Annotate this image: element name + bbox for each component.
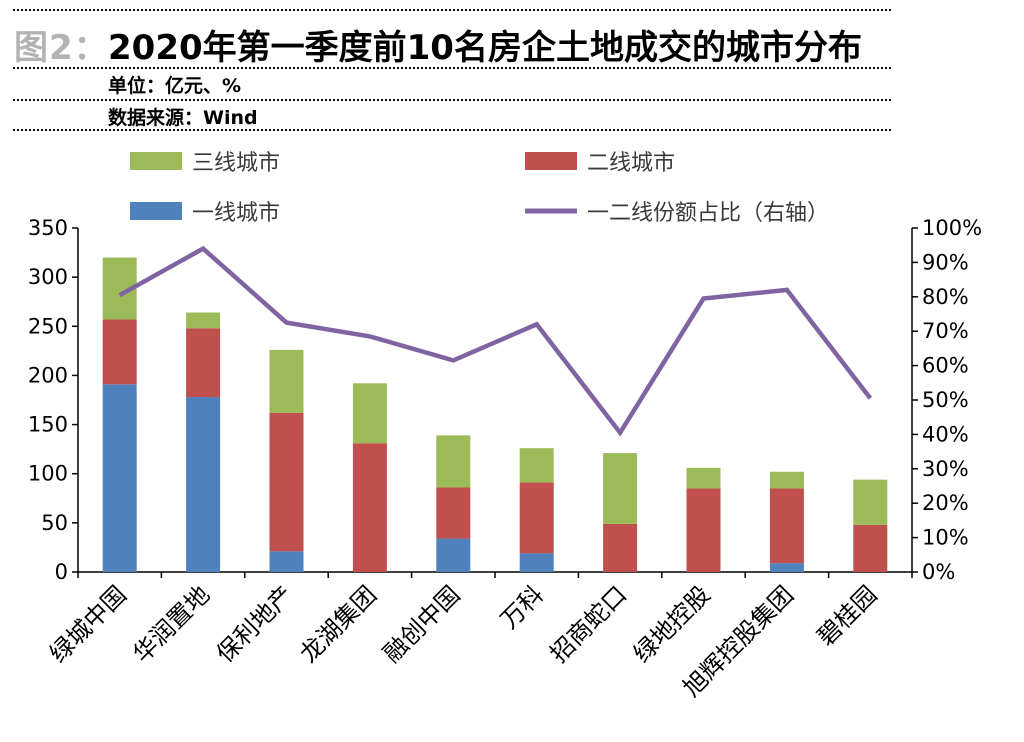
bar-tier3 [769, 471, 804, 489]
left-tick-label: 50 [41, 511, 68, 535]
left-tick-label: 100 [28, 462, 68, 486]
right-tick-label: 90% [922, 250, 969, 274]
legend-label-tier2: 二线城市 [587, 151, 675, 176]
bar-tier2 [352, 443, 387, 572]
bar-tier3 [519, 448, 554, 483]
bar-tier1 [519, 553, 554, 572]
unit-dotted-rule [12, 98, 892, 102]
category-label: 融创中国 [378, 580, 466, 668]
source-dotted-rule [12, 128, 892, 132]
bar-tier2 [519, 482, 554, 554]
bars [102, 257, 888, 572]
left-tick-label: 350 [28, 216, 68, 240]
right-tick-label: 20% [922, 491, 969, 515]
right-tick-label: 50% [922, 388, 969, 412]
legend-swatch-tier1 [130, 202, 182, 220]
bar-tier2 [269, 412, 304, 552]
bar-tier3 [853, 479, 888, 525]
legend-swatch-tier2 [525, 152, 577, 170]
figure-number: 图2： [14, 28, 109, 68]
title-dotted-rule [12, 66, 892, 70]
stacked-bar-line-chart: 三线城市 二线城市 一线城市 一二线份额占比（右轴） 0 50 100 150 200 2… [28, 151, 982, 702]
source-label: 数据来源：Wind [108, 107, 258, 129]
category-label: 华润置地 [128, 580, 216, 668]
bar-tier2 [603, 523, 638, 572]
bar-tier1 [102, 384, 137, 572]
left-tick-label: 250 [28, 314, 68, 338]
bar-tier3 [269, 349, 304, 413]
left-tick-label: 200 [28, 363, 68, 387]
share-line [118, 245, 873, 437]
right-tick-label: 70% [922, 319, 969, 343]
legend: 三线城市 二线城市 一线城市 一二线份额占比（右轴） [130, 151, 829, 226]
axes: 0 50 100 150 200 250 300 350 0% 10% 20% 30% 40% 50% 60… [28, 216, 982, 584]
right-tick-label: 10% [922, 526, 969, 550]
bar-tier3 [686, 467, 721, 489]
right-tick-label: 30% [922, 457, 969, 481]
left-tick-label: 150 [28, 413, 68, 437]
bar-tier2 [686, 488, 721, 572]
bar-tier3 [436, 435, 471, 488]
category-label: 碧桂园 [812, 580, 883, 651]
bar-tier1 [769, 563, 804, 572]
bar-tier3 [352, 383, 387, 444]
legend-label-tier1: 一线城市 [192, 201, 280, 226]
chart-title: 2020年第一季度前10名房企土地成交的城市分布 [108, 28, 862, 68]
legend-swatch-tier3 [130, 152, 182, 170]
right-tick-label: 60% [922, 354, 969, 378]
bar-tier1 [436, 538, 471, 572]
category-label: 万科 [495, 580, 549, 634]
legend-label-share: 一二线份额占比（右轴） [587, 201, 829, 226]
right-tick-label: 40% [922, 422, 969, 446]
top-dotted-rule [12, 8, 892, 12]
left-tick-label: 0 [55, 560, 68, 584]
share-line-path [118, 245, 873, 437]
bar-tier2 [853, 524, 888, 572]
category-label: 招商蛇口 [545, 580, 633, 668]
bar-tier2 [102, 319, 137, 385]
unit-label: 单位：亿元、% [108, 75, 242, 97]
category-label: 绿城中国 [44, 580, 132, 668]
bar-tier2 [436, 487, 471, 539]
legend-label-tier3: 三线城市 [192, 151, 280, 176]
category-label: 龙湖集团 [294, 580, 382, 668]
bar-tier3 [603, 453, 638, 524]
bar-tier1 [186, 397, 221, 572]
right-tick-label: 80% [922, 285, 969, 309]
bar-tier1 [269, 551, 304, 572]
category-label: 保利地产 [211, 580, 299, 668]
bar-tier2 [769, 488, 804, 564]
left-tick-label: 300 [28, 265, 68, 289]
bar-tier3 [186, 312, 221, 329]
bar-tier2 [186, 328, 221, 398]
right-tick-label: 0% [922, 560, 955, 584]
right-tick-label: 100% [922, 216, 982, 240]
category-label: 绿地控股 [628, 580, 716, 668]
